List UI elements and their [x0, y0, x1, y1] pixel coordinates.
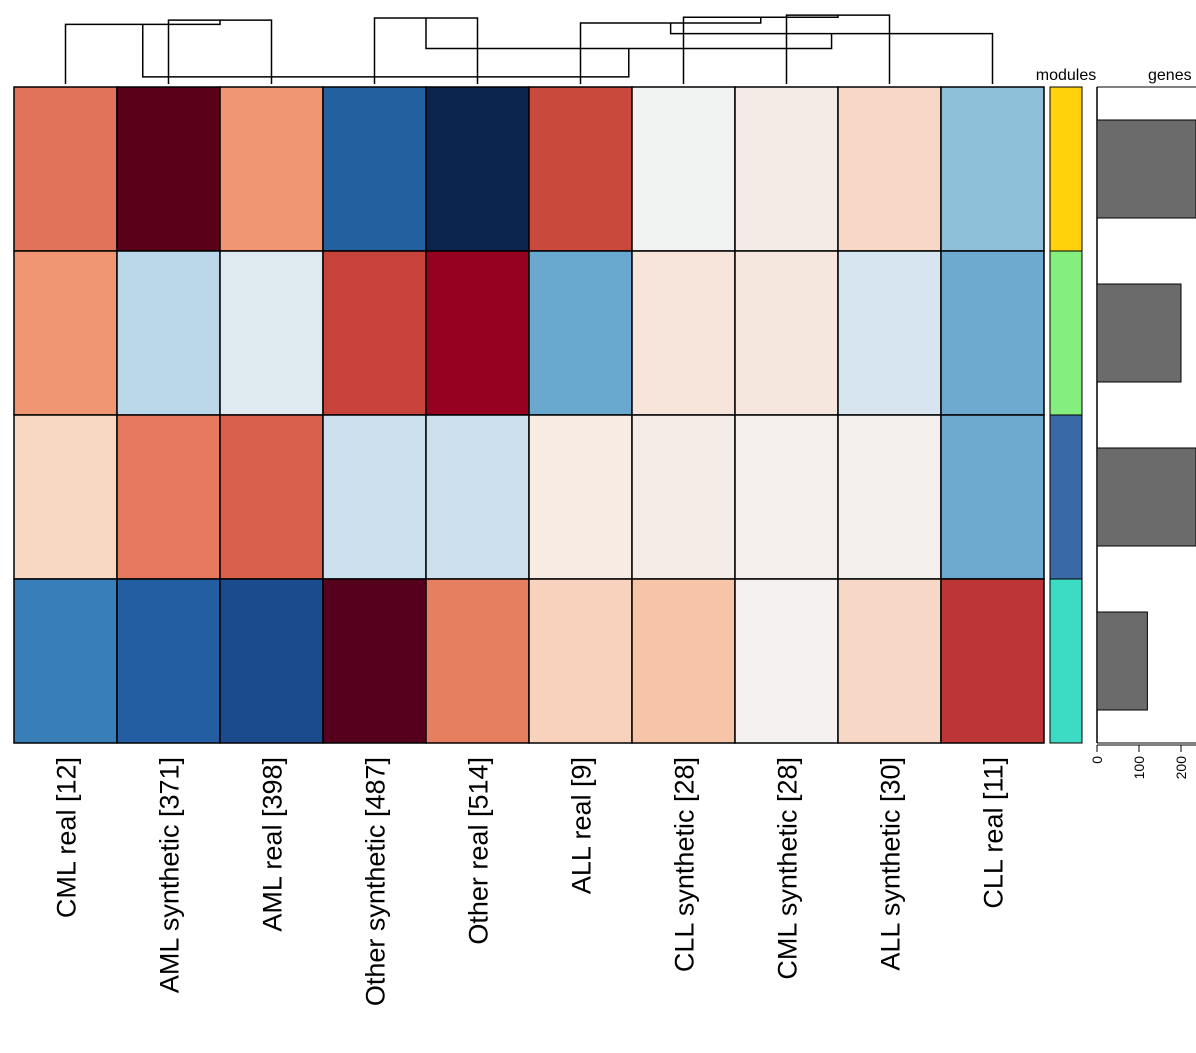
modules-label: modules — [1036, 67, 1096, 84]
heatmap-cell — [837, 578, 942, 744]
genes-axis-tick-label: 0 — [1089, 756, 1105, 764]
heatmap-cell — [734, 86, 839, 252]
dendrogram-branch — [142, 24, 630, 78]
heatmap-cell — [940, 86, 1045, 252]
heatmap-cell — [631, 578, 736, 744]
heatmap-cell — [322, 86, 427, 252]
heatmap-cell — [940, 578, 1045, 744]
heatmap-cell — [13, 578, 118, 744]
heatmap-cell — [528, 414, 633, 580]
heatmap-cell — [734, 414, 839, 580]
heatmap-cell — [940, 250, 1045, 416]
column-label: ALL synthetic [30] — [876, 757, 906, 971]
heatmap-cell — [322, 578, 427, 744]
column-label: AML synthetic [371] — [155, 757, 185, 993]
genes-label: genes — [1148, 67, 1192, 84]
column-label: AML real [398] — [258, 757, 288, 932]
heatmap-cell — [631, 414, 736, 580]
module-color-cell — [1049, 86, 1083, 252]
column-label: Other synthetic [487] — [361, 757, 391, 1006]
heatmap-cell — [13, 86, 118, 252]
genes-barplot: genes 0 100 200 — [1089, 67, 1196, 779]
column-label: CLL synthetic [28] — [670, 757, 700, 972]
heatmap-cell — [116, 578, 221, 744]
heatmap-cell — [219, 86, 324, 252]
column-label: ALL real [9] — [567, 757, 597, 894]
dendrogram-branch — [167, 19, 273, 84]
heatmap-cell — [425, 250, 530, 416]
module-color-cell — [1049, 250, 1083, 416]
heatmap-cell — [219, 414, 324, 580]
heatmap-cell — [837, 86, 942, 252]
genes-axis-tick-label: 100 — [1131, 756, 1147, 780]
column-labels: CML real [12] AML synthetic [371] AML real… — [52, 757, 1009, 1006]
heatmap-cell — [322, 414, 427, 580]
heatmap-cells — [13, 86, 1045, 744]
dendrogram-branch — [682, 15, 839, 84]
heatmap-cell — [631, 86, 736, 252]
genes-bar — [1096, 447, 1196, 547]
heatmap-cell — [116, 414, 221, 580]
genes-axis-tick-label: 200 — [1173, 756, 1189, 780]
dendrogram-branch — [669, 22, 994, 84]
column-dendrogram — [64, 14, 994, 84]
heatmap-cell — [219, 578, 324, 744]
module-color-cell — [1049, 578, 1083, 744]
genes-bar — [1096, 611, 1148, 711]
genes-bar — [1096, 283, 1182, 383]
heatmap-cell — [528, 250, 633, 416]
column-label: CML synthetic [28] — [773, 757, 803, 980]
heatmap-cell — [425, 86, 530, 252]
heatmap-cell — [734, 578, 839, 744]
column-label: CML real [12] — [52, 757, 82, 918]
heatmap-cell — [528, 578, 633, 744]
column-label: CLL real [11] — [979, 757, 1009, 909]
heatmap-cell — [425, 414, 530, 580]
heatmap-cell — [837, 250, 942, 416]
heatmap-cell — [13, 250, 118, 416]
heatmap-cell — [528, 86, 633, 252]
heatmap-cell — [837, 414, 942, 580]
heatmap-cell — [116, 250, 221, 416]
heatmap-cell — [940, 414, 1045, 580]
column-label: Other real [514] — [464, 757, 494, 945]
heatmap-cell — [734, 250, 839, 416]
heatmap-cell — [631, 250, 736, 416]
heatmap-cell — [425, 578, 530, 744]
genes-bar — [1096, 119, 1196, 219]
modules-annotation: modules — [1036, 67, 1096, 744]
module-color-cell — [1049, 414, 1083, 580]
heatmap-cell — [219, 250, 324, 416]
dendrogram-branch — [785, 14, 891, 84]
heatmap-cell — [116, 86, 221, 252]
heatmap-cell — [322, 250, 427, 416]
heatmap-cell — [13, 414, 118, 580]
